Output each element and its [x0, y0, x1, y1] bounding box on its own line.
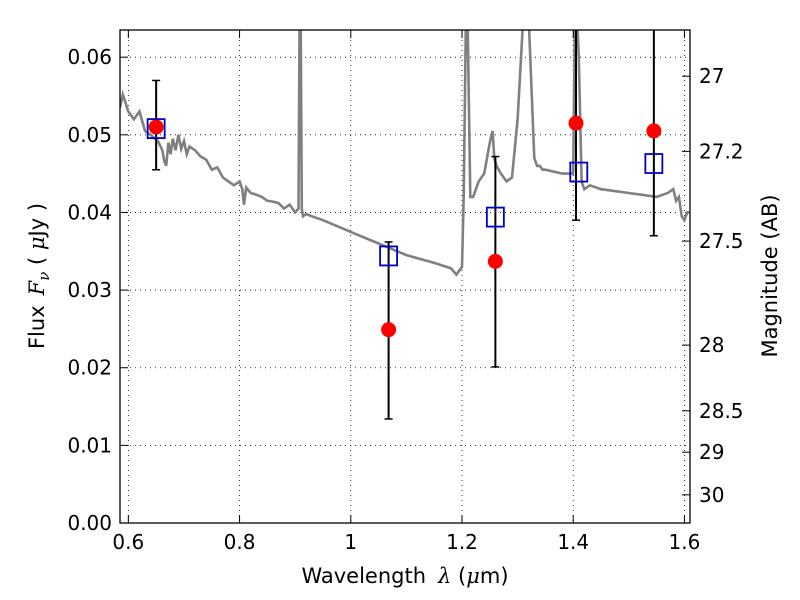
- y-axis-title-unit-rest: Jy ): [25, 203, 49, 239]
- model-square: [379, 245, 398, 267]
- y-axis-title-sub: ν: [35, 272, 53, 281]
- x-tick-label: 0.6: [112, 530, 144, 554]
- model-spectrum-line: [120, 30, 690, 277]
- y2-tick-label: 30: [699, 483, 724, 507]
- y-axis-title: Flux Fν ( μJy ): [25, 203, 53, 349]
- plot-frame: [119, 29, 691, 524]
- observed-point: [148, 119, 164, 135]
- model-square: [146, 118, 166, 139]
- y-tick-label: 0.04: [67, 200, 112, 224]
- plot-area: [120, 30, 690, 420]
- y-axis: 0.00 0.01 0.02 0.03 0.04 0.05 0.06: [67, 45, 128, 535]
- x-tick-label: 1.6: [669, 530, 701, 554]
- x-axis-title-unit-rest: m): [480, 564, 509, 588]
- y-tick-label: 0.05: [67, 123, 112, 147]
- y2-tick-label: 28: [699, 333, 724, 357]
- model-square: [644, 153, 664, 174]
- x-axis-title: Wavelength λ (μm): [301, 564, 508, 588]
- x-tick-label: 1.2: [446, 530, 478, 554]
- x-axis-title-unit-open: (: [451, 564, 466, 588]
- y2-tick-label: 27.5: [699, 229, 744, 253]
- observed-points: [148, 115, 662, 338]
- x-axis-title-text: Wavelength: [301, 564, 426, 588]
- x-tick-label: 1.4: [557, 530, 589, 554]
- x-axis-title-unit-symbol: μ: [466, 564, 480, 588]
- y-tick-label: 0.01: [67, 433, 112, 457]
- y-tick-label: 0.02: [67, 356, 112, 380]
- y2-tick-label: 29: [699, 440, 724, 464]
- model-square: [569, 161, 589, 183]
- observed-point: [381, 322, 397, 338]
- y-axis-title-symbol: F: [25, 279, 49, 296]
- observed-point: [487, 253, 503, 269]
- y-axis-title-text: Flux: [25, 305, 49, 349]
- observed-point: [568, 115, 584, 131]
- y2-tick-label: 27.2: [699, 139, 744, 163]
- y2-tick-label: 28.5: [699, 399, 744, 423]
- model-square: [485, 206, 505, 228]
- y-tick-label: 0.00: [67, 511, 112, 535]
- model-squares: [146, 118, 664, 267]
- x-axis-title-symbol: λ: [437, 564, 451, 588]
- y-axis-title-unit-symbol: μ: [25, 236, 49, 250]
- y-tick-label: 0.03: [67, 278, 112, 302]
- y-tick-label: 0.06: [67, 45, 112, 69]
- y2-axis-title: Magnitude (AB): [758, 194, 782, 357]
- y2-tick-label: 27: [699, 64, 724, 88]
- y-axis-title-unit-open: (: [25, 250, 49, 272]
- observed-point: [646, 123, 662, 139]
- y2-axis: 27 27.2 27.5 28 28.5 29 30: [682, 64, 744, 507]
- x-tick-label: 1: [344, 530, 357, 554]
- plot-background: [120, 30, 690, 523]
- x-tick-label: 0.8: [224, 530, 256, 554]
- x-axis: 0.6 0.8 1 1.2 1.4 1.6: [112, 30, 700, 554]
